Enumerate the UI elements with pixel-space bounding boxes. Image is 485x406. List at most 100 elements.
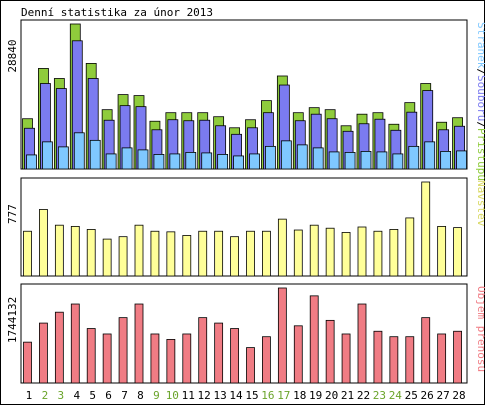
bar-pages: [344, 152, 356, 170]
day-label: 25: [405, 389, 418, 402]
bar-kbytes: [262, 336, 271, 384]
bar-pages: [408, 145, 420, 170]
day-label: 4: [73, 389, 80, 402]
day-label: 2: [42, 389, 49, 402]
bar-kbytes: [437, 333, 447, 384]
day-label: 20: [325, 389, 338, 402]
bar-visits: [214, 230, 224, 277]
bar-pages: [265, 145, 276, 170]
bar-kbytes: [182, 333, 192, 384]
day-label: 12: [198, 389, 211, 402]
bar-pages: [73, 132, 85, 170]
day-label: 11: [182, 389, 195, 402]
bar-pages: [26, 154, 37, 170]
day-label: 27: [436, 389, 449, 402]
day-label: 6: [105, 389, 112, 402]
bar-kbytes: [357, 303, 367, 384]
y-max-label: 777: [6, 204, 19, 224]
bar-visits: [70, 225, 80, 277]
bar-pages: [424, 141, 436, 170]
bar-visits: [54, 224, 64, 277]
bar-kbytes: [54, 311, 64, 384]
bar-visits: [118, 236, 128, 277]
panel-border: [20, 283, 468, 384]
bar-pages: [376, 151, 388, 170]
bar-visits: [39, 209, 48, 277]
day-label: 21: [341, 389, 354, 402]
bar-pages: [328, 151, 340, 170]
legend-entry: /: [475, 121, 485, 128]
bar-kbytes: [23, 341, 32, 384]
bar-pages: [105, 153, 117, 170]
bar-kbytes: [230, 328, 239, 384]
legend-entry: Návštěv: [475, 180, 485, 227]
bar-visits: [309, 224, 319, 277]
bar-kbytes: [246, 347, 255, 384]
bar-pages: [440, 151, 452, 170]
day-label: 23: [373, 389, 386, 402]
bar-kbytes: [293, 325, 303, 384]
bar-kbytes: [389, 336, 399, 384]
bar-kbytes: [134, 303, 144, 384]
bar-pages: [57, 146, 69, 170]
day-label: 26: [421, 389, 434, 402]
panel-border: [20, 19, 468, 170]
bar-visits: [262, 230, 271, 277]
day-label: 18: [293, 389, 306, 402]
bar-kbytes: [277, 287, 287, 384]
bar-kbytes: [325, 319, 335, 384]
bar-pages: [392, 153, 404, 170]
day-label: 3: [58, 389, 65, 402]
bar-pages: [280, 140, 292, 170]
bar-pages: [89, 139, 101, 170]
bar-pages: [233, 155, 244, 170]
chart-title: Denní statistika za únor 2013: [21, 6, 213, 19]
bar-kbytes: [102, 333, 112, 384]
day-label: 15: [245, 389, 258, 402]
bar-visits: [341, 232, 351, 277]
legend-entry: Stránek: [475, 22, 485, 69]
bar-pages: [312, 147, 324, 170]
bar-pages: [201, 152, 213, 170]
bar-pages: [185, 152, 197, 170]
y-max-label: 28840: [6, 39, 19, 72]
day-label: 13: [213, 389, 226, 402]
bar-visits: [246, 230, 255, 277]
bar-kbytes: [166, 339, 176, 384]
bar-kbytes: [373, 330, 383, 384]
legend-entry: Přístupů: [475, 128, 485, 181]
bar-visits: [198, 230, 208, 277]
day-label: 19: [309, 389, 322, 402]
bar-kbytes: [453, 330, 462, 384]
panel-legend: Objem přenosů: [475, 286, 485, 372]
bar-pages: [137, 149, 149, 170]
bar-visits: [102, 238, 112, 277]
day-label: 28: [452, 389, 465, 402]
y-max-label: 1744132: [6, 297, 19, 343]
panel-border: [20, 177, 468, 277]
bar-pages: [296, 144, 308, 170]
day-label: 9: [153, 389, 160, 402]
bar-visits: [453, 227, 462, 277]
day-label: 10: [166, 389, 179, 402]
panel-kbytes: 1744132 Objem přenosů: [6, 283, 485, 384]
day-label: 22: [357, 389, 370, 402]
day-label: 1: [26, 389, 33, 402]
bar-visits: [357, 226, 367, 277]
bar-kbytes: [405, 336, 415, 384]
day-label: 8: [137, 389, 144, 402]
day-labels: 1 2 3 4 5 6 7 8 9 10 11 12 13 14 15 16 17 18 19 20 21 22 23 24 2…: [26, 389, 466, 402]
bar-pages: [169, 153, 181, 170]
bar-kbytes: [341, 333, 351, 384]
bar-kbytes: [214, 322, 224, 384]
panel-legend: Stránek/Souborů/Přístupů: [475, 22, 485, 181]
panel-legend: Návštěv: [475, 180, 485, 227]
bar-pages: [456, 150, 467, 170]
bar-kbytes: [150, 333, 160, 384]
bar-visits: [437, 225, 447, 277]
bar-visits: [389, 229, 399, 277]
bar-visits: [277, 218, 287, 277]
bar-pages: [249, 153, 260, 170]
